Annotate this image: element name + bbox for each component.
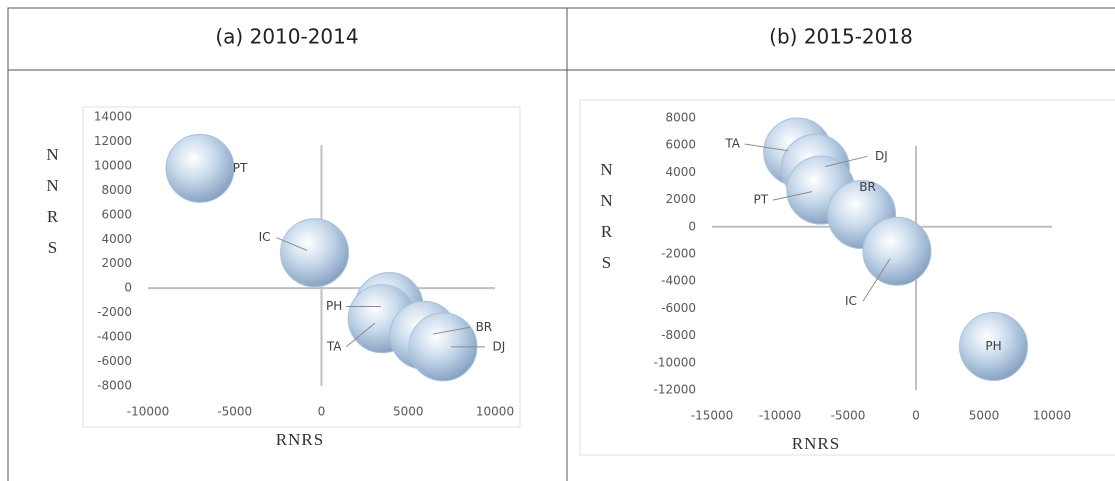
column-header: (b) 2015-2018 [769, 25, 913, 49]
x-tick-label: -10000 [127, 405, 170, 419]
y-tick-label: 10000 [94, 158, 132, 172]
y-tick-label: 0 [688, 219, 696, 233]
y-tick-label: 14000 [94, 110, 132, 124]
data-label: DJ [493, 339, 506, 353]
x-tick-label: 10000 [476, 405, 514, 419]
bubble [165, 133, 235, 203]
bubble [959, 311, 1029, 381]
leader-line [432, 326, 470, 335]
column-header: (a) 2010-2014 [215, 25, 358, 49]
y-tick-label: 6000 [101, 207, 132, 221]
data-label: IC [845, 294, 857, 308]
data-label: IC [259, 230, 271, 244]
y-axis-title: NNRS [597, 160, 616, 284]
leader-line [825, 155, 868, 168]
y-tick-label: 8000 [101, 183, 132, 197]
y-tick-label: 8000 [665, 111, 696, 125]
x-tick-label: -10000 [759, 409, 802, 423]
y-tick-label: -4000 [97, 330, 132, 344]
y-tick-label: 4000 [665, 165, 696, 179]
table-border [7, 7, 1115, 481]
data-label: BR [476, 320, 493, 334]
y-tick-label: -12000 [653, 383, 696, 397]
x-tick-label: 0 [912, 409, 920, 423]
y-tick-label: 12000 [94, 134, 132, 148]
y-tick-label: -6000 [97, 354, 132, 368]
y-tick-label: -10000 [653, 355, 696, 369]
x-axis-title: RNRS [276, 430, 324, 449]
data-label: PH [326, 299, 342, 313]
x-tick-label: -15000 [691, 409, 734, 423]
x-tick-label: 10000 [1033, 409, 1071, 423]
x-tick-label: 0 [318, 405, 326, 419]
x-tick-label: 5000 [393, 405, 424, 419]
leader-line [276, 237, 308, 251]
data-label: TA [326, 339, 342, 353]
data-label: PH [985, 339, 1001, 353]
y-tick-label: -2000 [661, 247, 696, 261]
y-tick-label: 4000 [101, 232, 132, 246]
data-label: PT [233, 161, 248, 175]
y-tick-label: 2000 [101, 256, 132, 270]
y-tick-label: 0 [124, 281, 132, 295]
y-tick-label: -6000 [661, 301, 696, 315]
data-label: PT [754, 193, 769, 207]
data-label: DJ [875, 149, 888, 163]
x-tick-label: -5000 [217, 405, 252, 419]
y-tick-label: 2000 [665, 192, 696, 206]
bubble [280, 218, 350, 288]
x-axis-title: RNRS [792, 434, 840, 453]
x-tick-label: -5000 [831, 409, 866, 423]
y-tick-label: -4000 [661, 274, 696, 288]
leader-line [345, 322, 376, 348]
y-tick-label: -8000 [661, 328, 696, 342]
y-axis-title: NNRS [43, 145, 62, 269]
y-tick-label: 6000 [665, 138, 696, 152]
leader-line [744, 143, 789, 152]
data-label: TA [724, 137, 740, 151]
y-tick-label: -2000 [97, 305, 132, 319]
data-label: BR [859, 180, 876, 194]
x-tick-label: 5000 [969, 409, 1000, 423]
y-tick-label: -8000 [97, 379, 132, 393]
leader-line [772, 191, 812, 201]
bubble [862, 216, 932, 286]
leader-line [862, 258, 891, 302]
